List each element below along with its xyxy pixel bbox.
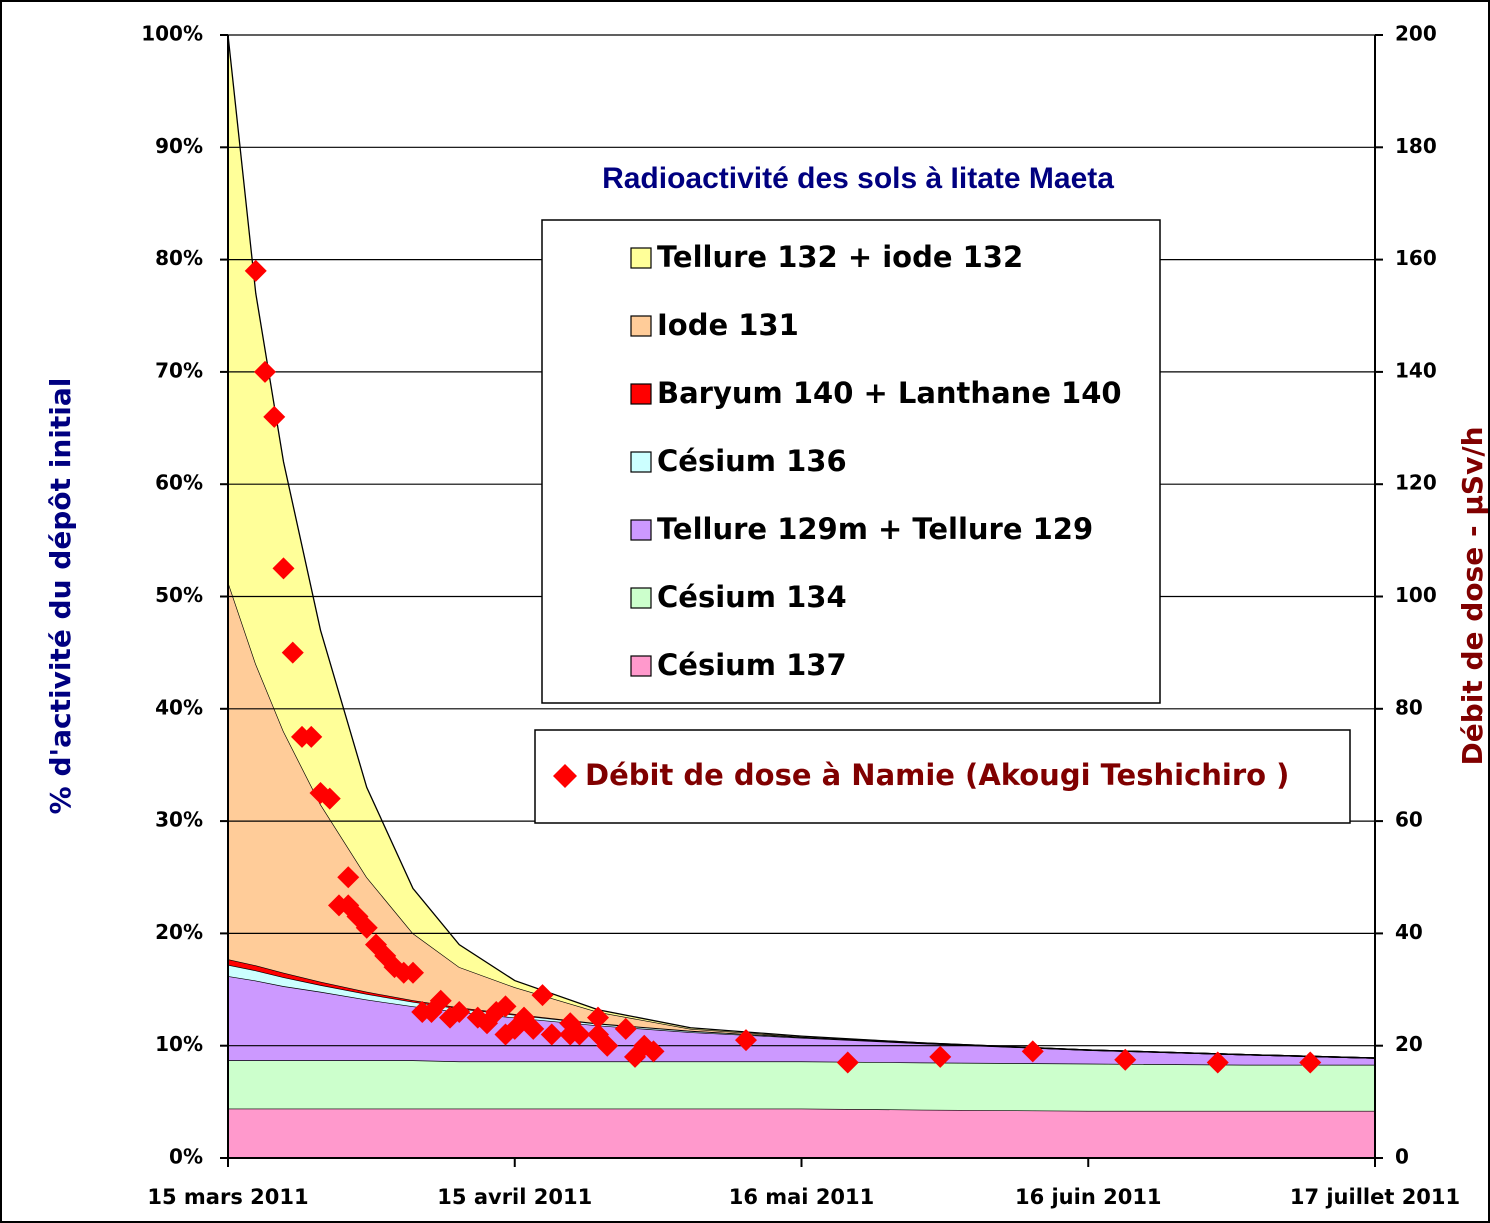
x-tick-label: 16 juin 2011 bbox=[1015, 1185, 1162, 1209]
dose-point bbox=[568, 1023, 591, 1046]
y2-tick-label: 40 bbox=[1395, 920, 1423, 944]
legend-label: Baryum 140 + Lanthane 140 bbox=[657, 376, 1122, 410]
legend-label: Césium 137 bbox=[657, 648, 847, 682]
dose-point bbox=[494, 995, 517, 1018]
y2-tick-label: 140 bbox=[1395, 358, 1437, 382]
y2-tick-label: 0 bbox=[1395, 1145, 1409, 1169]
y-axis-label: % d'activité du dépôt initial bbox=[44, 378, 77, 815]
dose-point bbox=[1021, 1040, 1044, 1063]
dose-point bbox=[300, 725, 323, 748]
dose-point bbox=[836, 1051, 859, 1074]
area bbox=[228, 976, 1375, 1065]
y2-tick-label: 100 bbox=[1395, 583, 1437, 607]
y2-tick-label: 80 bbox=[1395, 695, 1423, 719]
y-tick-label: 80% bbox=[155, 246, 203, 270]
y2-tick-label: 180 bbox=[1395, 134, 1437, 158]
dose-point bbox=[337, 866, 360, 889]
dose-point bbox=[318, 787, 341, 810]
x-tick-label: 15 avril 2011 bbox=[437, 1185, 592, 1209]
legend-swatch bbox=[630, 383, 652, 405]
legend-label: Tellure 129m + Tellure 129 bbox=[657, 512, 1093, 546]
dose-point bbox=[540, 1023, 563, 1046]
dose-point bbox=[1206, 1051, 1229, 1074]
dose-point bbox=[272, 557, 295, 580]
axes: 0% 10% 20% 30% 40% 50% 60% 70% 80% 90% 100% 0 20 40 60… bbox=[141, 22, 1460, 1210]
dose-point bbox=[522, 1017, 545, 1040]
y-tick-label: 10% bbox=[155, 1032, 203, 1056]
dose-point bbox=[448, 1001, 471, 1024]
legend-swatch bbox=[630, 519, 652, 541]
legend-swatch bbox=[630, 315, 652, 337]
y-tick-label: 20% bbox=[155, 920, 203, 944]
legend-label: Iode 131 bbox=[657, 308, 799, 342]
legend-swatch bbox=[630, 451, 652, 473]
chart-title: Radioactivité des sols à Iitate Maeta bbox=[602, 162, 1114, 195]
y2-tick-label: 200 bbox=[1395, 22, 1437, 46]
dose-point bbox=[531, 984, 554, 1007]
y2-tick-label: 160 bbox=[1395, 246, 1437, 270]
legend-label: Tellure 132 + iode 132 bbox=[657, 240, 1023, 274]
legend: Tellure 132 + iode 132 Iode 131 Baryum 140… bbox=[630, 240, 1122, 682]
y2-tick-label: 120 bbox=[1395, 471, 1437, 495]
dose-point bbox=[355, 916, 378, 939]
legend-label: Césium 134 bbox=[657, 580, 847, 614]
legend-label: Césium 136 bbox=[657, 444, 847, 478]
y-tick-label: 50% bbox=[155, 583, 203, 607]
y2-axis-label: Débit de dose - µSv/h bbox=[1456, 426, 1489, 765]
legend-swatch bbox=[630, 655, 652, 677]
y2-tick-label: 20 bbox=[1395, 1032, 1423, 1056]
dose-point bbox=[642, 1040, 665, 1063]
dose-point bbox=[1299, 1051, 1322, 1074]
dose-point bbox=[614, 1017, 637, 1040]
area bbox=[228, 1060, 1375, 1111]
y-tick-label: 40% bbox=[155, 695, 203, 719]
dose-point bbox=[281, 641, 304, 664]
y-tick-label: 60% bbox=[155, 471, 203, 495]
x-tick-label: 15 mars 2011 bbox=[147, 1185, 308, 1209]
dose-point bbox=[596, 1034, 619, 1057]
dose-point bbox=[929, 1045, 952, 1068]
y-tick-label: 30% bbox=[155, 808, 203, 832]
y2-tick-label: 60 bbox=[1395, 808, 1423, 832]
dose-point bbox=[429, 989, 452, 1012]
legend-swatch bbox=[630, 247, 652, 269]
legend-marker bbox=[553, 764, 577, 788]
y-tick-label: 90% bbox=[155, 134, 203, 158]
legend-box-dose bbox=[534, 729, 1351, 824]
dose-point bbox=[263, 405, 286, 428]
legend-swatch bbox=[630, 587, 652, 609]
points bbox=[244, 259, 1322, 1074]
dose-point bbox=[735, 1029, 757, 1052]
dose-point bbox=[244, 259, 267, 282]
y-tick-label: 0% bbox=[169, 1145, 203, 1169]
x-tick-label: 17 juillet 2011 bbox=[1290, 1185, 1460, 1209]
dose-point bbox=[587, 1006, 609, 1029]
y-tick-label: 100% bbox=[141, 22, 203, 46]
dose-point bbox=[254, 360, 276, 383]
legend-label: Débit de dose à Namie (Akougi Teshichiro… bbox=[585, 758, 1289, 792]
dose-point bbox=[1114, 1048, 1137, 1071]
dose-point bbox=[402, 961, 424, 984]
y-tick-label: 70% bbox=[155, 358, 203, 382]
x-tick-label: 16 mai 2011 bbox=[729, 1185, 875, 1209]
area bbox=[228, 1108, 1375, 1158]
